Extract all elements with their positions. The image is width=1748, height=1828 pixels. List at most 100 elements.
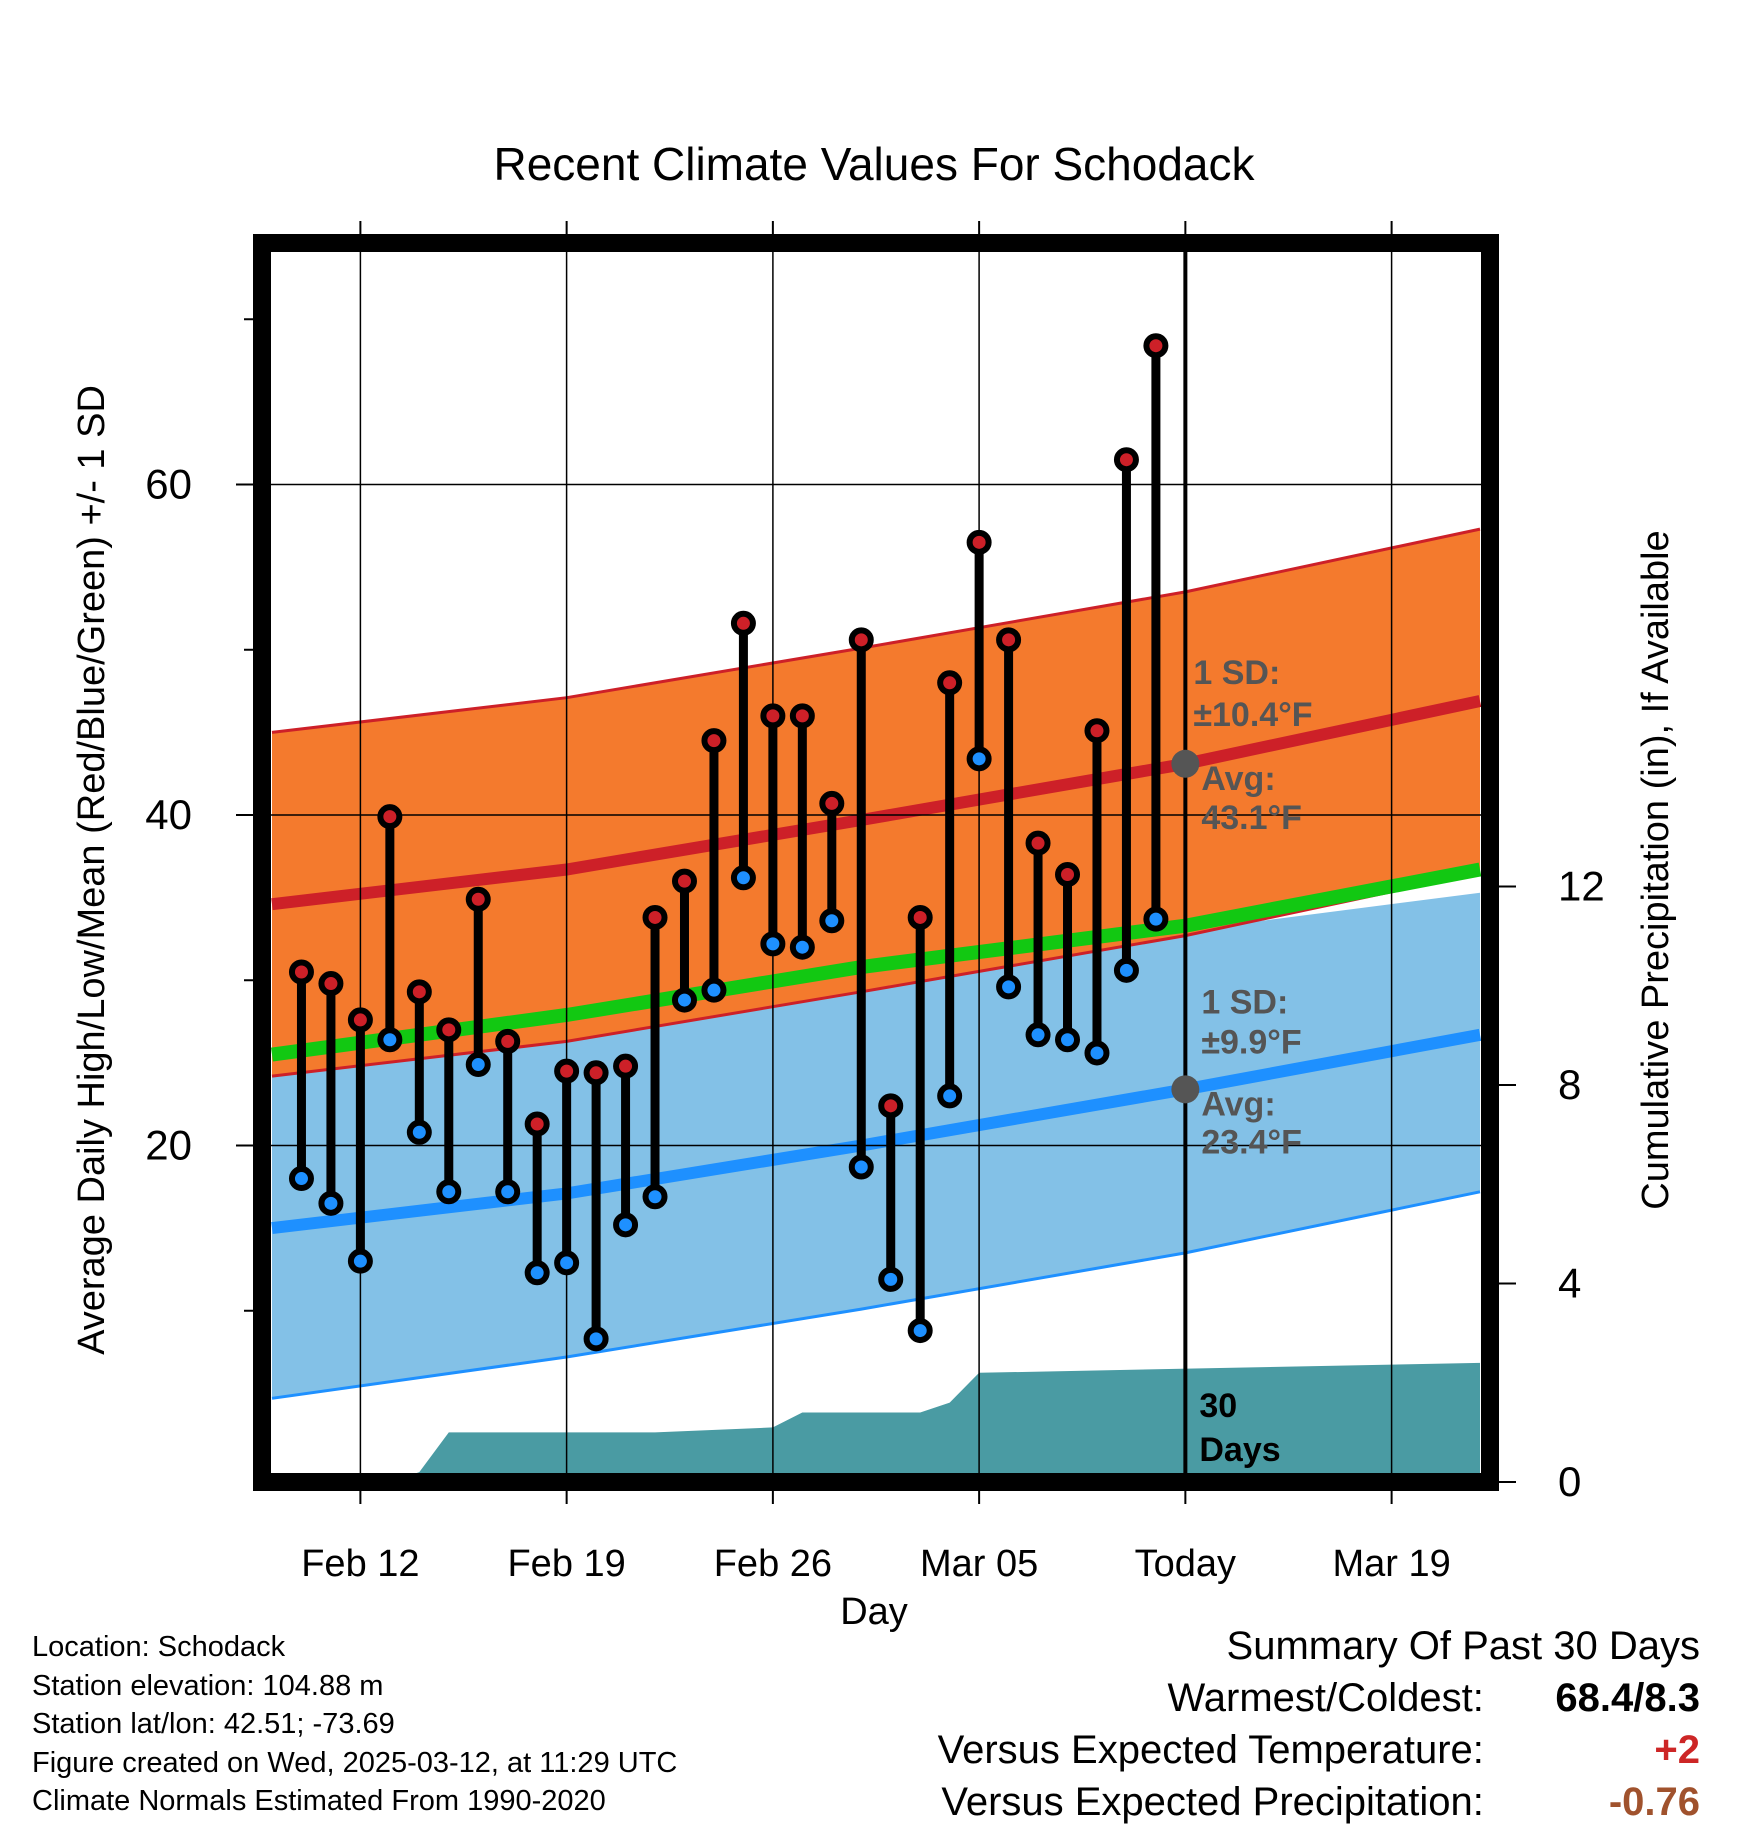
observed-high-point [1084, 718, 1110, 744]
observed-high-point [377, 804, 403, 830]
high-sd-value: ±10.4°F [1193, 696, 1312, 734]
warm-cold-label: Warmest/Coldest: [1167, 1676, 1484, 1720]
y-right-tick-label: 8 [1558, 1061, 1581, 1108]
x-tick-label: Mar 19 [1332, 1543, 1450, 1585]
high-avg-value: 43.1°F [1201, 799, 1302, 837]
observed-low-point [937, 1083, 963, 1109]
y-left-tick-label: 60 [145, 461, 192, 508]
precipitation-area [272, 1362, 1480, 1482]
low-sd-value: ±9.9°F [1201, 1023, 1301, 1061]
y-right-tick-label: 4 [1558, 1260, 1581, 1307]
low-avg-value: 23.4°F [1201, 1123, 1302, 1161]
temp-label: Versus Expected Temperature: [937, 1728, 1484, 1772]
y-right-tick-label: 12 [1558, 863, 1605, 910]
y-left-tick-label: 40 [145, 791, 192, 838]
today-high-avg-marker [1171, 749, 1200, 778]
x-tick-label: Today [1135, 1543, 1236, 1585]
observed-low-point [583, 1326, 609, 1352]
station-location: Location: Schodack [32, 1631, 286, 1663]
observed-high-point [701, 728, 727, 754]
x-tick-label: Mar 05 [920, 1543, 1038, 1585]
observed-high-point [966, 529, 992, 555]
observed-low-point [996, 974, 1022, 1000]
observed-low-point [1084, 1040, 1110, 1066]
low-band-lower-edge [271, 1190, 1481, 1400]
warm-cold-value: 68.4/8.3 [1555, 1676, 1700, 1720]
observed-high-point [878, 1093, 904, 1119]
x-tick-label: Feb 19 [507, 1543, 625, 1585]
low-avg-label: Avg: [1201, 1085, 1275, 1123]
low-sd-label: 1 SD: [1201, 983, 1288, 1021]
high-normal-band [272, 529, 1480, 1077]
observed-low-point [878, 1266, 904, 1292]
plot-content [262, 243, 1490, 1482]
observed-high-point [347, 1007, 373, 1033]
climate-normals-note: Climate Normals Estimated From 1990-2020 [32, 1785, 606, 1817]
observed-high-point [819, 790, 845, 816]
chart-title: Recent Climate Values For Schodack [493, 138, 1255, 190]
summary-precip: Versus Expected Precipitation: -0.76 [938, 1776, 1700, 1828]
observed-low-point [524, 1260, 550, 1286]
observed-high-point [613, 1053, 639, 1079]
observed-low-point [347, 1248, 373, 1274]
observed-high-point [789, 703, 815, 729]
observed-low-point [730, 865, 756, 891]
precip-window-label-days: Days [1199, 1431, 1280, 1469]
observed-high-point [996, 627, 1022, 653]
x-tick-label: Feb 12 [301, 1543, 419, 1585]
summary-panel: Summary Of Past 30 Days Warmest/Coldest:… [938, 1620, 1700, 1828]
summary-title: Summary Of Past 30 Days [1226, 1624, 1700, 1668]
precip-label: Versus Expected Precipitation: [941, 1780, 1484, 1824]
precip-value: -0.76 [1608, 1780, 1700, 1824]
observed-high-point [642, 904, 668, 930]
observed-low-point [966, 746, 992, 772]
observed-low-point [377, 1027, 403, 1053]
observed-high-point [288, 959, 314, 985]
y-axis-left-label: Average Daily High/Low/Mean (Red/Blue/Gr… [71, 385, 113, 1355]
observed-low-point [671, 987, 697, 1013]
observed-high-point [465, 886, 491, 912]
observed-high-point [730, 610, 756, 636]
y-left-tick-label: 20 [145, 1122, 192, 1169]
observed-low-point [495, 1179, 521, 1205]
x-axis-label: Day [840, 1591, 908, 1633]
observed-high-point [1055, 861, 1081, 887]
x-tick-label: Feb 26 [714, 1543, 832, 1585]
observed-high-point [318, 971, 344, 997]
observed-low-point [406, 1119, 432, 1145]
observed-low-point [848, 1154, 874, 1180]
observed-high-point [760, 703, 786, 729]
observed-low-point [318, 1190, 344, 1216]
observed-high-point [937, 670, 963, 696]
observed-low-point [789, 934, 815, 960]
observed-low-point [1143, 906, 1169, 932]
observed-low-point [554, 1250, 580, 1276]
observed-high-point [671, 868, 697, 894]
observed-low-point [907, 1318, 933, 1344]
observed-high-point [1113, 447, 1139, 473]
plot-frame [253, 234, 1499, 1491]
observed-low-point [701, 977, 727, 1003]
observed-low-point [642, 1184, 668, 1210]
summary-warm-cold: Warmest/Coldest: 68.4/8.3 [938, 1672, 1701, 1724]
station-elevation: Station elevation: 104.88 m [32, 1669, 384, 1702]
observed-high-point [907, 904, 933, 930]
observed-high-point [1143, 333, 1169, 359]
observed-low-point [760, 931, 786, 957]
observed-high-point [848, 627, 874, 653]
observed-high-point [583, 1060, 609, 1086]
observed-high-point [524, 1111, 550, 1137]
figure-created: Figure created on Wed, 2025-03-12, at 11… [32, 1746, 678, 1779]
observed-low-point [819, 908, 845, 934]
observed-low-point [436, 1179, 462, 1205]
observed-low-point [613, 1212, 639, 1238]
temp-value: +2 [1654, 1728, 1700, 1772]
observed-low-point [1113, 957, 1139, 983]
station-info: Location: Schodack Station elevation: 10… [32, 1628, 677, 1821]
observed-low-point [1055, 1027, 1081, 1053]
observed-high-point [495, 1028, 521, 1054]
y-axis-right-label: Cumulative Precipitation (in), If Availa… [1635, 530, 1677, 1209]
observed-low-point [1025, 1022, 1051, 1048]
precip-window-label-number: 30 [1199, 1387, 1237, 1425]
